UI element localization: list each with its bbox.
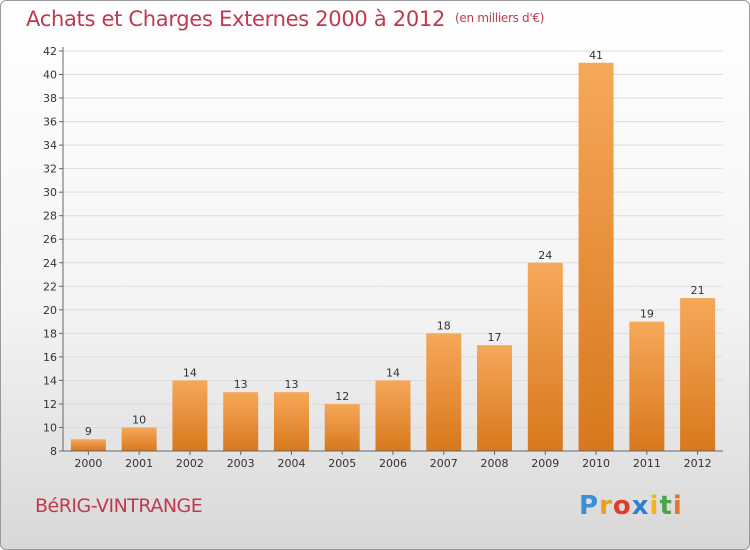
- value-label: 14: [386, 366, 400, 379]
- chart-title-text: Achats et Charges Externes 2000 à 2012: [26, 7, 446, 31]
- value-label: 17: [488, 331, 502, 344]
- y-tick-label: 12: [43, 398, 57, 411]
- bar-2004: [273, 392, 309, 451]
- value-label: 12: [335, 390, 349, 403]
- commune-name: BéRIG-VINTRANGE: [35, 495, 203, 517]
- y-tick-label: 38: [43, 92, 57, 105]
- labels: 8 10 12 14 16 18 20 22 24 26 28 30 32 34 36 38 40 42 9 2000…: [43, 45, 712, 470]
- bar-2010: [578, 62, 614, 451]
- x-tick-label: 2001: [125, 457, 153, 470]
- x-tick-label: 2000: [74, 457, 102, 470]
- logo-letter: i: [649, 491, 660, 521]
- y-tick-label: 34: [43, 139, 57, 152]
- y-tick-label: 22: [43, 280, 57, 293]
- y-tick-label: 10: [43, 421, 57, 434]
- value-label: 19: [640, 308, 654, 321]
- value-label: 24: [538, 249, 552, 262]
- logo-letter: t: [659, 491, 673, 521]
- y-tick-label: 30: [43, 186, 57, 199]
- x-tick-label: 2004: [277, 457, 305, 470]
- bar-2005: [324, 403, 360, 451]
- x-tick-label: 2008: [481, 457, 509, 470]
- y-tick-label: 28: [43, 210, 57, 223]
- bar-2007: [426, 333, 462, 451]
- x-tick-label: 2007: [430, 457, 458, 470]
- x-tick-label: 2003: [227, 457, 255, 470]
- value-label: 21: [691, 284, 705, 297]
- x-tick-label: 2002: [176, 457, 204, 470]
- value-label: 41: [589, 49, 603, 62]
- bar-2012: [680, 298, 716, 451]
- bar-2000: [70, 439, 106, 451]
- x-tick-label: 2012: [684, 457, 712, 470]
- y-tick-label: 26: [43, 233, 57, 246]
- bar-2009: [527, 262, 563, 451]
- x-tick-label: 2005: [328, 457, 356, 470]
- x-tick-label: 2011: [633, 457, 661, 470]
- y-tick-label: 40: [43, 69, 57, 82]
- logo-letter: x: [631, 491, 650, 521]
- proxiti-logo: Proxiti: [579, 491, 683, 521]
- bars: [70, 62, 716, 451]
- logo-letter: i: [672, 491, 683, 521]
- value-label: 18: [437, 319, 451, 332]
- value-label: 13: [284, 378, 298, 391]
- logo-letter: r: [599, 491, 613, 521]
- x-tick-label: 2009: [531, 457, 559, 470]
- value-label: 10: [132, 413, 146, 426]
- y-tick-label: 8: [50, 445, 57, 458]
- value-label: 13: [234, 378, 248, 391]
- y-tick-label: 36: [43, 116, 57, 129]
- y-tick-label: 16: [43, 351, 57, 364]
- y-tick-label: 18: [43, 327, 57, 340]
- bar-2011: [629, 321, 665, 451]
- bar-2001: [121, 427, 157, 451]
- y-tick-label: 32: [43, 163, 57, 176]
- logo-letter: o: [612, 491, 632, 521]
- bar-2003: [223, 392, 259, 451]
- value-label: 14: [183, 366, 197, 379]
- y-tick-label: 24: [43, 257, 57, 270]
- chart-unit: (en milliers d'€): [455, 11, 545, 25]
- y-tick-label: 20: [43, 304, 57, 317]
- axes: [59, 47, 723, 455]
- bar-2008: [477, 345, 513, 451]
- chart-title: Achats et Charges Externes 2000 à 2012 (e…: [26, 7, 544, 31]
- bar-2002: [172, 380, 208, 451]
- y-tick-label: 42: [43, 45, 57, 58]
- x-tick-label: 2010: [582, 457, 610, 470]
- value-label: 9: [85, 425, 92, 438]
- bar-2006: [375, 380, 411, 451]
- x-tick-label: 2006: [379, 457, 407, 470]
- logo-letter: P: [579, 491, 600, 521]
- y-tick-label: 14: [43, 374, 57, 387]
